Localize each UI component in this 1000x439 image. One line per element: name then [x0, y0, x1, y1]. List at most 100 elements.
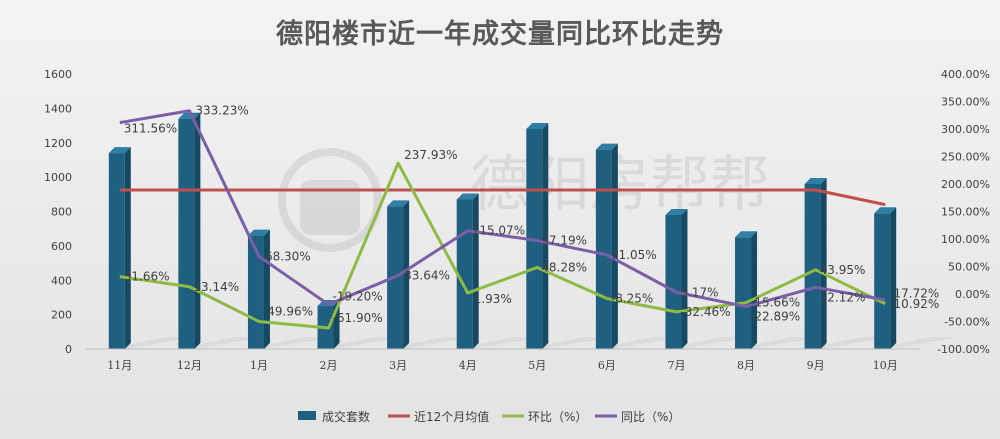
x-tick-label: 12月 [177, 359, 202, 372]
bar-shadow [178, 337, 265, 349]
bar [665, 214, 682, 349]
watermark-logo: 德阳房帮帮 [278, 148, 770, 252]
data-label: -10.92% [889, 297, 939, 311]
series-line [119, 109, 886, 309]
bar-shadow [665, 337, 752, 349]
bar-shadow [804, 337, 891, 349]
bar-shadow [247, 337, 334, 349]
y-tick-label: 1600 [44, 68, 72, 81]
bar [735, 237, 752, 349]
y-tick-label: 0 [65, 343, 72, 356]
bars-layer [108, 112, 961, 349]
bar-side [124, 147, 131, 349]
x-tick-label: 5月 [528, 359, 546, 372]
data-label: -32.46% [680, 305, 730, 319]
x-tick-label: 9月 [807, 359, 825, 372]
bar-shadow [317, 337, 404, 349]
y2-tick-label: -100.00% [937, 343, 990, 356]
y2-tick-label: 100.00% [941, 233, 990, 246]
bar [804, 184, 821, 349]
series-line [119, 161, 886, 330]
bar-side [611, 143, 618, 349]
bar-top [595, 143, 618, 150]
y2-tick-label: -50.00% [944, 316, 990, 329]
x-tick-label: 8月 [737, 359, 755, 372]
data-label: 12.12% [820, 290, 866, 304]
data-label: -15.66% [750, 296, 800, 310]
legend-swatch [298, 411, 316, 420]
svg-text:德阳房帮帮: 德阳房帮帮 [470, 150, 770, 220]
data-label: 237.93% [404, 148, 457, 162]
data-label: -49.96% [263, 304, 313, 318]
bar-side [820, 178, 827, 349]
bar-top [804, 178, 827, 184]
data-label: 333.23% [195, 104, 248, 118]
data-labels-layer: 31.66% 13.14% -49.96% -61.90% 237.93% 1.93% 48… [124, 104, 940, 325]
x-tick-label: 4月 [459, 359, 477, 372]
x-tick-label: 6月 [598, 359, 616, 372]
bar-top [247, 229, 270, 236]
data-label: 311.56% [124, 122, 177, 136]
y2-tick-label: 400.00% [941, 68, 990, 81]
bar-top [456, 193, 479, 200]
bar-side [263, 229, 270, 349]
data-label: 31.66% [124, 270, 170, 284]
bar-side [194, 112, 201, 349]
y-tick-label: 400 [51, 274, 72, 287]
x-tick-label: 7月 [667, 359, 685, 372]
y2-tick-label: 200.00% [941, 178, 990, 191]
bar-side [542, 123, 549, 349]
data-label: 43.95% [820, 263, 866, 277]
bar-shadow [456, 337, 543, 349]
bar-side [681, 208, 688, 349]
y-tick-label: 800 [51, 206, 72, 219]
bar-top [526, 123, 549, 129]
data-label: -61.90% [333, 311, 383, 325]
y2-tick-label: 350.00% [941, 96, 990, 109]
y-tick-label: 1200 [44, 137, 72, 150]
data-label: 3.17% [680, 285, 718, 299]
bar-shadow [526, 337, 613, 349]
data-label: 48.28% [541, 260, 587, 274]
x-tick-label: 11月 [107, 359, 132, 372]
data-label: 115.07% [472, 224, 525, 238]
y-axis-right: -100.00% -50.00% 0.00% 50.00% 100.00% 150.00%… [937, 68, 990, 356]
y2-tick-label: 300.00% [941, 123, 990, 136]
bar [874, 213, 891, 349]
bar-side [403, 200, 410, 349]
y-tick-label: 200 [51, 309, 72, 322]
legend: 成交套数 近12个月均值 环比（%） 同比（%） [298, 409, 680, 424]
y2-tick-label: 50.00% [948, 261, 990, 274]
x-tick-label: 3月 [389, 359, 407, 372]
bar-shadow [874, 337, 961, 349]
data-label: 13.14% [193, 280, 239, 294]
legend-label: 环比（%） [528, 410, 587, 424]
bar-top [108, 147, 131, 154]
bar [108, 153, 125, 349]
data-label: 1.93% [474, 292, 512, 306]
y-tick-label: 1000 [44, 171, 72, 184]
data-label: 97.19% [541, 234, 587, 248]
data-label: 33.64% [404, 268, 450, 282]
legend-label: 成交套数 [322, 409, 370, 424]
y-axis-left: 0 200 400 600 800 1000 1200 1400 1600 [44, 68, 72, 356]
y-tick-label: 600 [51, 240, 72, 253]
legend-label: 近12个月均值 [414, 409, 489, 424]
bar-shadow [735, 337, 822, 349]
bar-shadow [108, 337, 195, 349]
bar-shadow [595, 337, 682, 349]
data-label: -17.72% [889, 287, 939, 301]
data-label: -22.89% [750, 310, 800, 324]
data-label: 71.05% [611, 248, 657, 262]
data-label: 68.30% [265, 249, 311, 263]
bar-side [890, 207, 897, 349]
y-tick-label: 1400 [44, 102, 72, 115]
lines-layer [119, 109, 886, 330]
x-tick-label: 10月 [873, 359, 898, 372]
bar-shadow [387, 337, 474, 349]
x-axis: 11月 12月 1月 2月 3月 4月 5月 6月 7月 8月 9月 10月 [85, 348, 920, 372]
bar-top [874, 207, 897, 214]
bar [178, 118, 195, 349]
bar-side [751, 231, 758, 349]
